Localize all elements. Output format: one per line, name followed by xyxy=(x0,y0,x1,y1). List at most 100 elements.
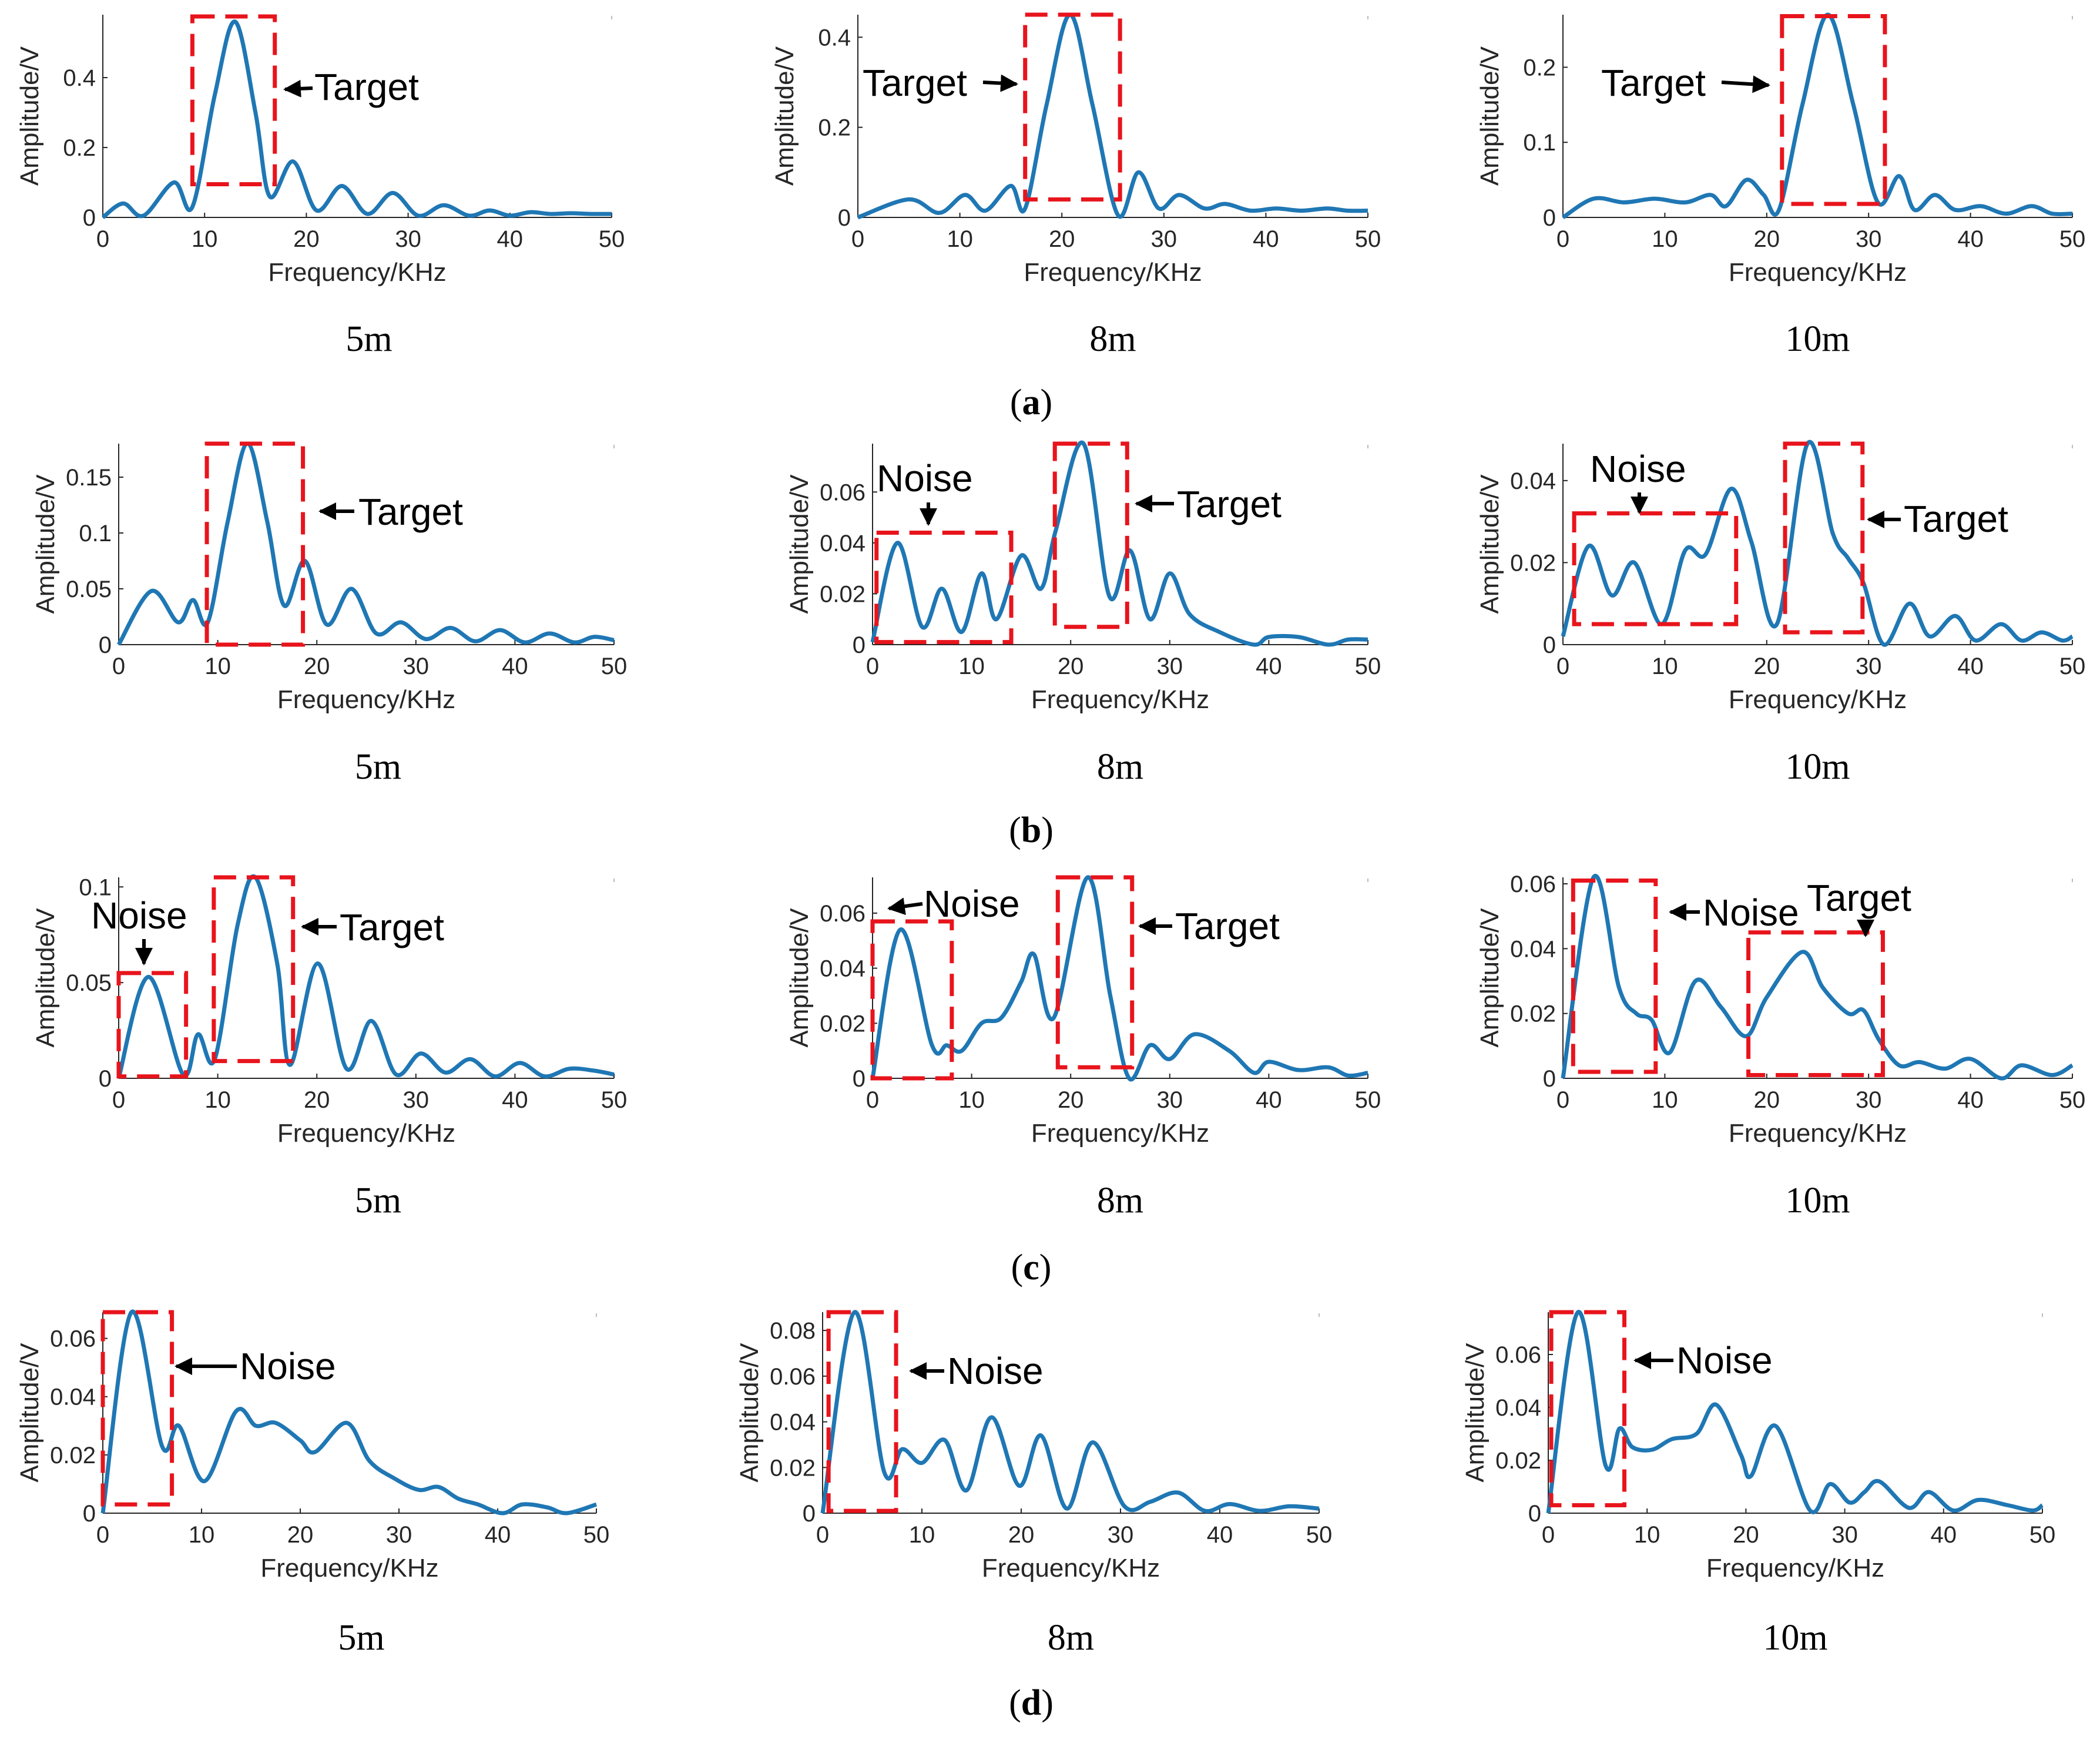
y-tick-label: 0 xyxy=(1528,1501,1541,1527)
x-axis-label: Frequency/KHz xyxy=(1729,1119,1907,1148)
y-tick-label: 0.05 xyxy=(66,970,112,996)
y-axis-label: Amplitude/V xyxy=(770,46,799,186)
x-tick-label: 30 xyxy=(386,1522,412,1548)
y-tick-label: 0.04 xyxy=(1495,1395,1541,1421)
y-tick-label: 0 xyxy=(853,632,866,658)
x-tick-label: 20 xyxy=(293,226,320,252)
x-axis-label: Frequency/KHz xyxy=(1031,1119,1209,1148)
x-axis-label: Frequency/KHz xyxy=(1024,258,1202,287)
x-tick-label: 30 xyxy=(1151,226,1178,252)
x-tick-label: 30 xyxy=(1157,1087,1183,1113)
x-tick-label: 50 xyxy=(583,1522,610,1548)
y-tick-label: 0 xyxy=(83,205,96,231)
y-tick-label: 0.06 xyxy=(770,1364,816,1390)
row-caption-c: (c) xyxy=(1011,1248,1052,1288)
distance-caption: 10m xyxy=(1785,1181,1850,1221)
spectrum-line xyxy=(116,874,615,1079)
chart-panel-2-1: 0 10 20 30 40 50 0 0.02 0.04 0.06 Frequency/KHz Amp… xyxy=(785,875,1381,1221)
target-label: Target xyxy=(358,491,463,533)
y-tick-label: 0.04 xyxy=(820,531,866,556)
x-tick-label: 40 xyxy=(1207,1522,1233,1548)
x-tick-label: 40 xyxy=(1931,1522,1957,1548)
chart-panel-3-2: 0 10 20 30 40 50 0 0.02 0.04 0.06 Frequency/KHz Amp… xyxy=(1461,1310,2055,1658)
x-tick-label: 50 xyxy=(601,1087,628,1113)
x-tick-label: 20 xyxy=(1058,1087,1084,1113)
x-tick-label: 40 xyxy=(1957,226,1984,252)
x-tick-label: 40 xyxy=(485,1522,511,1548)
x-tick-label: 10 xyxy=(1634,1522,1660,1548)
chart-panel-0-2: 0 10 20 30 40 50 0 0.1 0.2 Frequency/KHz Amplitude… xyxy=(1475,12,2085,359)
x-tick-label: 0 xyxy=(816,1522,829,1548)
noise-region-box xyxy=(100,1310,175,1507)
y-tick-label: 0.06 xyxy=(820,480,866,505)
spectrum-line xyxy=(857,12,1368,220)
y-tick-label: 0 xyxy=(1543,1066,1556,1092)
noise-label: Noise xyxy=(1590,448,1686,490)
y-tick-label: 0.06 xyxy=(1495,1342,1541,1368)
x-tick-label: 0 xyxy=(866,653,879,679)
y-tick-label: 0.1 xyxy=(79,521,112,547)
y-tick-label: 0.04 xyxy=(1510,468,1556,494)
spectrum-line xyxy=(1546,1310,2044,1514)
x-tick-label: 0 xyxy=(96,1522,109,1548)
x-tick-label: 50 xyxy=(1355,653,1381,679)
x-tick-label: 30 xyxy=(1856,226,1882,252)
noise-label: Noise xyxy=(240,1345,336,1387)
chart-panel-1-1: 0 10 20 30 40 50 0 0.02 0.04 0.06 Frequency/KHz Amp… xyxy=(785,440,1381,787)
distance-caption: 8m xyxy=(1097,1181,1143,1221)
target-region-box xyxy=(1746,930,1885,1077)
x-tick-label: 30 xyxy=(403,1087,430,1113)
y-tick-label: 0.02 xyxy=(50,1443,96,1469)
x-tick-label: 0 xyxy=(112,653,125,679)
panels-group: 0 10 20 30 40 50 0 0.2 0.4 Frequency/KHz Amplitude… xyxy=(15,12,2086,1658)
x-axis-label: Frequency/KHz xyxy=(1729,685,1907,714)
noise-label: Noise xyxy=(947,1350,1044,1392)
annotation-arrow xyxy=(887,897,923,916)
spectrum-line xyxy=(100,1309,598,1516)
y-tick-label: 0 xyxy=(853,1066,866,1092)
x-tick-label: 10 xyxy=(1652,226,1678,252)
x-tick-label: 20 xyxy=(1008,1522,1035,1548)
x-tick-label: 0 xyxy=(866,1087,879,1113)
x-tick-label: 20 xyxy=(1754,226,1780,252)
target-region-box xyxy=(190,14,277,186)
x-tick-label: 0 xyxy=(1556,1087,1569,1113)
y-tick-label: 0.04 xyxy=(770,1410,816,1436)
row-caption-b: (b) xyxy=(1009,810,1054,850)
x-axis-label: Frequency/KHz xyxy=(982,1554,1160,1583)
spectrum-line xyxy=(870,875,1368,1082)
x-tick-label: 0 xyxy=(1542,1522,1555,1548)
y-tick-label: 0.4 xyxy=(63,65,96,91)
x-tick-label: 50 xyxy=(2059,1087,2086,1113)
y-tick-label: 0.15 xyxy=(66,465,112,491)
x-tick-label: 10 xyxy=(909,1522,935,1548)
y-tick-label: 0.2 xyxy=(63,135,96,161)
y-axis-label: Amplitude/V xyxy=(735,1343,764,1483)
x-tick-label: 0 xyxy=(851,226,864,252)
noise-region-box xyxy=(874,531,1014,645)
y-tick-label: 0 xyxy=(1543,632,1556,658)
x-axis-label: Frequency/KHz xyxy=(1706,1554,1884,1583)
y-tick-label: 0 xyxy=(1543,205,1556,231)
x-axis-label: Frequency/KHz xyxy=(1729,258,1907,287)
x-tick-label: 10 xyxy=(204,1087,231,1113)
spectrum-line xyxy=(820,1310,1320,1514)
x-tick-label: 50 xyxy=(1306,1522,1333,1548)
x-tick-label: 50 xyxy=(599,226,625,252)
noise-label: Noise xyxy=(91,894,187,937)
x-tick-label: 10 xyxy=(947,226,973,252)
x-tick-label: 0 xyxy=(112,1087,125,1113)
y-tick-label: 0.4 xyxy=(818,25,851,51)
y-tick-label: 0.2 xyxy=(1523,55,1556,81)
y-tick-label: 0.06 xyxy=(820,901,866,927)
noise-region-box xyxy=(826,1310,898,1513)
spectrum-line xyxy=(116,441,615,646)
noise-region-box xyxy=(1571,879,1658,1074)
x-tick-label: 30 xyxy=(395,226,421,252)
chart-panel-1-0: 0 10 20 30 40 50 0 0.05 0.1 0.15 Frequency/KHz Ampl… xyxy=(31,441,627,787)
y-axis-label: Amplitude/V xyxy=(1475,46,1504,186)
x-tick-label: 10 xyxy=(958,653,985,679)
x-tick-label: 20 xyxy=(1754,1087,1780,1113)
x-tick-label: 50 xyxy=(1355,1087,1381,1113)
